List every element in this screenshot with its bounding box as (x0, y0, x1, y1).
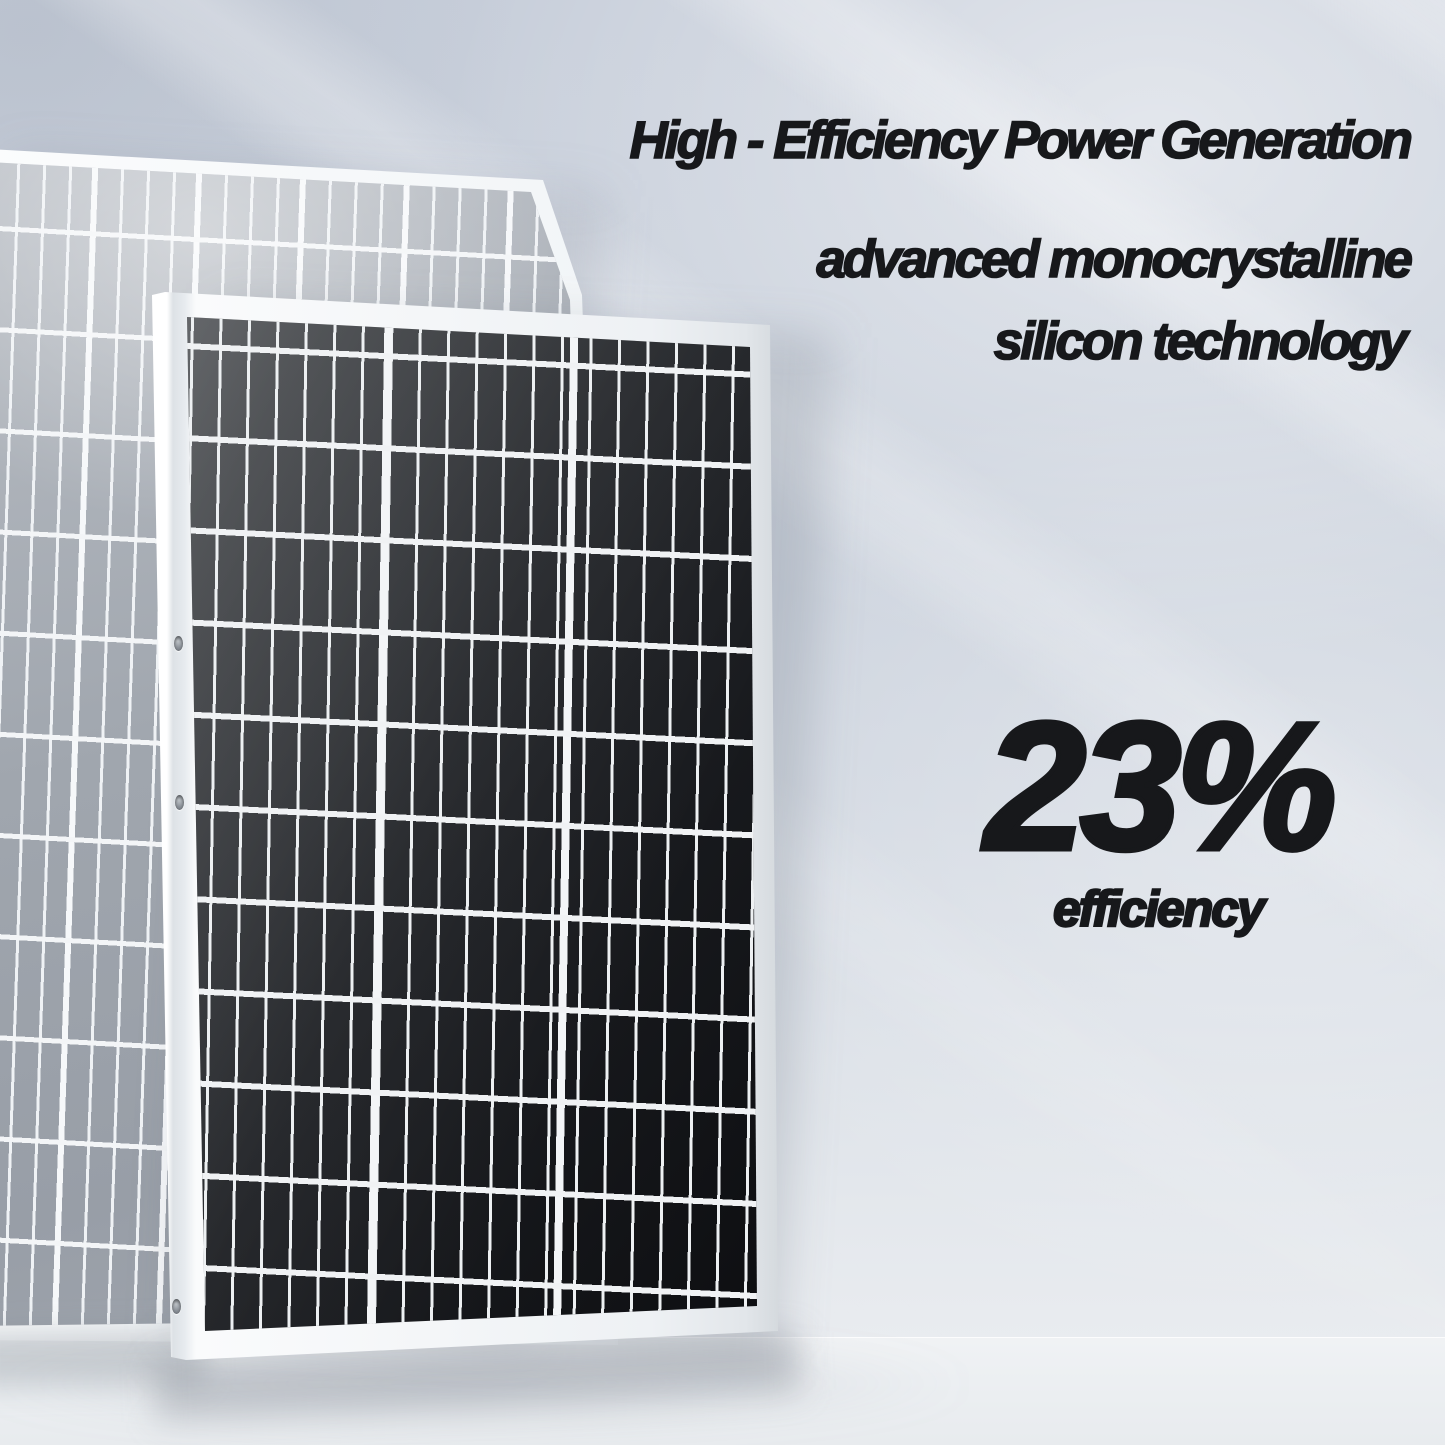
floor-ambient-shadow (0, 1336, 980, 1431)
efficiency-label: efficiency (1052, 881, 1266, 937)
headline-line3: silicon technology (993, 312, 1409, 371)
mounting-hole-icon (172, 1299, 181, 1314)
efficiency-value: 23% (982, 684, 1339, 888)
headline-line2: advanced monocrystalline (816, 230, 1414, 289)
mounting-hole-icon (175, 795, 184, 810)
headline-line1: High - Efficiency Power Generation (629, 111, 1414, 170)
mounting-hole-icon (174, 636, 183, 651)
